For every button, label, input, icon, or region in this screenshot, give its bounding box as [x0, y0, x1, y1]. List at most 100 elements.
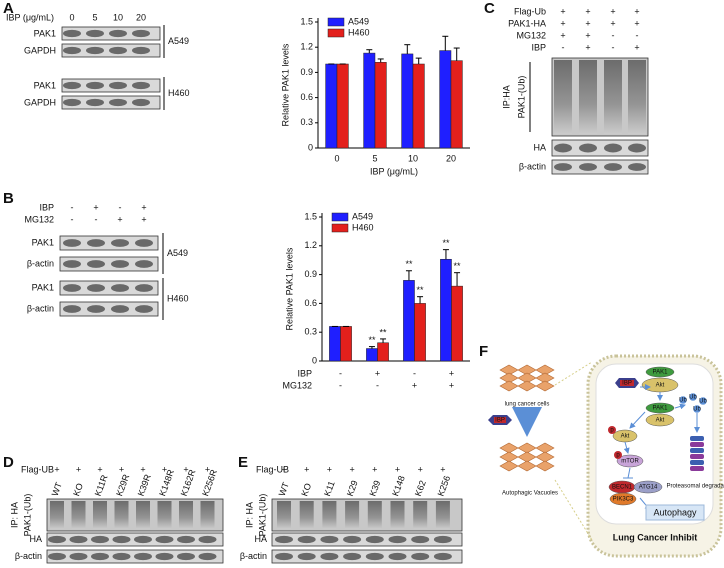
x-tick-label: 0 [334, 153, 339, 163]
ip-label: IP:HA [501, 85, 511, 109]
blot-band [111, 284, 129, 292]
proteasome [690, 448, 704, 453]
blot-band [343, 552, 362, 561]
cell-shape [535, 364, 555, 376]
cell-line: A549 [168, 36, 189, 46]
treatment-sign: + [141, 214, 146, 224]
blot-strip [59, 280, 159, 296]
flag-sign: + [372, 464, 377, 474]
x-tick-label: 5 [372, 153, 377, 163]
treatment-sign: - [71, 214, 74, 224]
blot-band [112, 552, 131, 561]
flag-sign: + [440, 464, 445, 474]
vacuole-shape [517, 451, 537, 463]
blot-band [411, 552, 430, 561]
vacuole-shape [535, 460, 555, 472]
blot-band [320, 552, 339, 561]
blot-band [63, 98, 81, 107]
condition-name: MG132 [282, 380, 312, 390]
y-tick-label: 0 [308, 142, 313, 152]
blot-row-label: HA [533, 142, 546, 152]
blot-band [111, 260, 129, 268]
bar [414, 303, 426, 362]
y-tick-label: 1.2 [300, 42, 313, 52]
ub-label: Ub [689, 395, 697, 401]
blot-band [132, 29, 150, 38]
condition-sign: + [412, 380, 417, 390]
blot-band [109, 29, 127, 38]
lane-label: K29R [114, 472, 131, 497]
treatment-sign: + [610, 6, 615, 16]
flag-sign: + [162, 464, 167, 474]
lane-label: K11R [93, 473, 110, 497]
proteasome [690, 466, 704, 471]
blot-band [109, 98, 127, 107]
ub-smear [390, 501, 405, 529]
blot-band [87, 239, 105, 247]
blot-row-label: GAPDH [24, 45, 56, 55]
protein-label: Akt [656, 383, 665, 389]
y-tick-label: 0.6 [300, 92, 313, 102]
flag-sign: + [183, 464, 188, 474]
lane-label: K62 [413, 479, 428, 497]
treatment-name: IBP [39, 202, 54, 212]
protein-label: ATG14 [639, 485, 658, 491]
blot-band [433, 552, 452, 561]
blot-row-label: PAK1 [34, 28, 56, 38]
proteasome [690, 454, 704, 459]
blot-band [86, 29, 104, 38]
flag-sign: + [140, 464, 145, 474]
blot-row-label: PAK1 [34, 80, 56, 90]
blot-band [579, 163, 597, 171]
ub [698, 396, 708, 406]
protein-label: IBP [622, 381, 632, 387]
ub-smear [579, 60, 597, 134]
ub-smear [136, 501, 150, 529]
cell-shape [499, 380, 519, 392]
vacuoles-label: Autophagic Vacuoles [502, 491, 558, 497]
vacuole-shape [499, 442, 519, 454]
legend-swatch [331, 212, 349, 222]
bar [363, 52, 376, 149]
y-tick-label: 0.3 [300, 117, 313, 127]
ub-smear [554, 60, 572, 134]
dose-label: 20 [136, 12, 146, 22]
treatment-sign: + [560, 6, 565, 16]
y-tick-label: 1.2 [304, 240, 317, 250]
condition-sign: - [339, 380, 342, 390]
treatment-sign: + [610, 18, 615, 28]
blot-row-label: β-actin [15, 551, 42, 561]
protein-node [645, 402, 675, 414]
flag-sign: + [97, 464, 102, 474]
blot-band [554, 143, 572, 153]
blot-band [63, 29, 81, 38]
protein-label: Akt [621, 434, 630, 440]
blot-row-label: β-actin [240, 551, 267, 561]
blot-band [628, 143, 646, 153]
blot-band [365, 535, 384, 544]
treatment-sign: - [95, 214, 98, 224]
ub-smear [435, 501, 450, 529]
significance: ** [442, 238, 450, 248]
phospho [614, 451, 622, 459]
lane-label: K256R [200, 468, 219, 498]
lane-label: K162R [179, 468, 198, 498]
treatment-name: IBP [531, 42, 546, 52]
bar [366, 348, 378, 362]
flag-label: Flag-UB [256, 464, 289, 474]
panel-letter: D [3, 454, 14, 471]
blot-band [388, 552, 407, 561]
blot-band [63, 284, 81, 292]
treatment-sign: - [119, 202, 122, 212]
x-axis-label: IBP (μg/mL) [370, 166, 418, 176]
y-tick-label: 0.6 [304, 298, 317, 308]
blot-strip [59, 301, 159, 317]
blot-row-label: β-actin [519, 161, 546, 171]
bar [401, 53, 414, 149]
blot-band [155, 552, 174, 561]
treatment-sign: + [585, 6, 590, 16]
ibp-core [620, 380, 634, 386]
protein-label: PIK3C3 [613, 497, 634, 503]
lane-label: WT [50, 480, 64, 497]
